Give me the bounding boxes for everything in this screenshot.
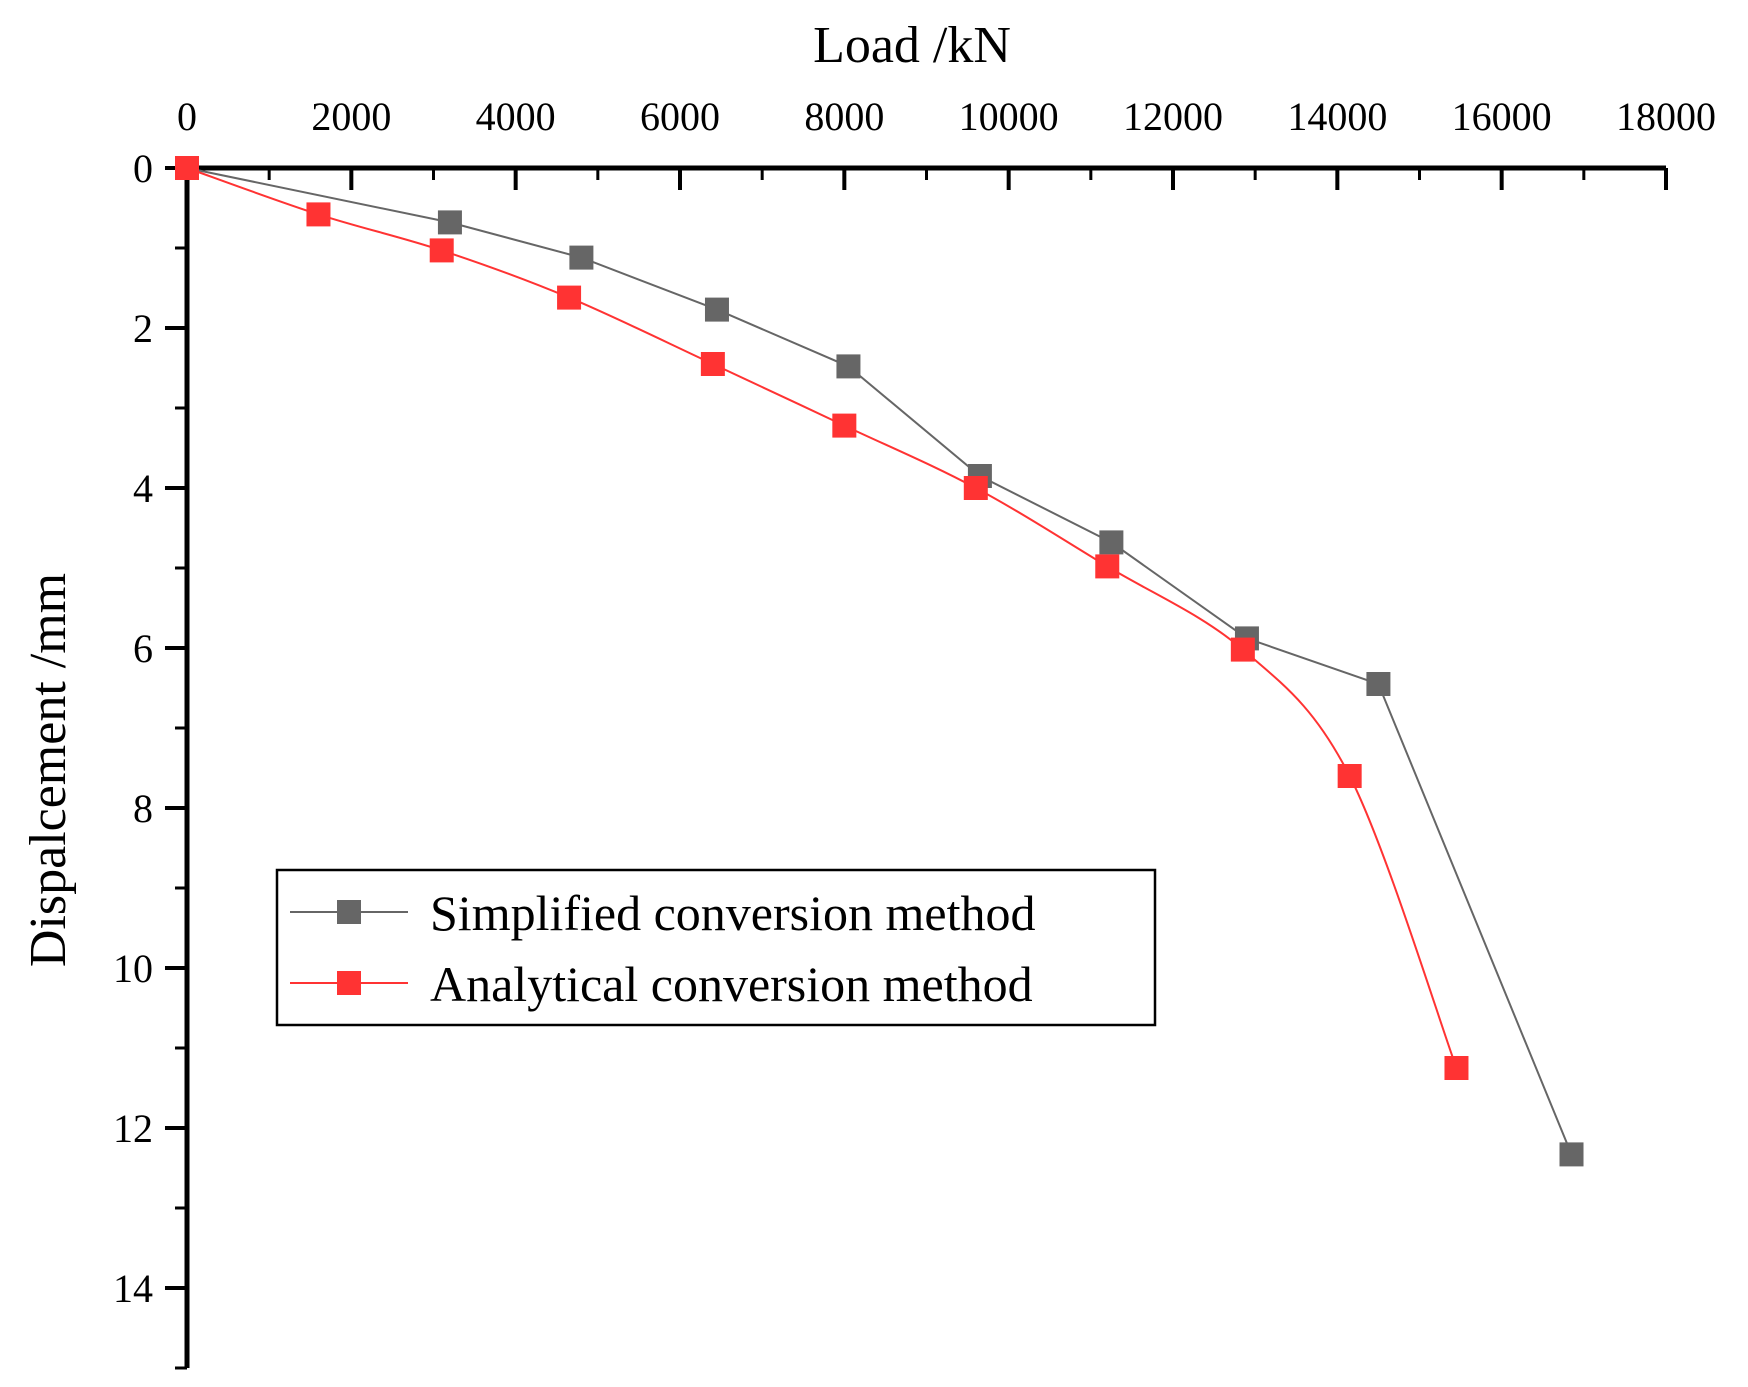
axes: 0 2000 4000 6000 8000 10000 12000 14000 16000 180… [113, 94, 1716, 1370]
y-tick-label: 10 [113, 946, 153, 991]
legend-marker-simplified [337, 900, 361, 924]
y-tick-label: 8 [133, 786, 153, 831]
legend-box [275, 868, 1157, 1027]
x-tick-label: 14000 [1287, 94, 1387, 139]
data-point-series-1 [429, 238, 454, 263]
x-tick-label: 18000 [1616, 94, 1716, 139]
y-tick-label: 2 [133, 306, 153, 351]
data-point-series-0 [704, 297, 729, 322]
legend-label-simplified: Simplified conversion method [430, 885, 1035, 941]
series-layer [175, 156, 1584, 1167]
data-point-series-1 [1337, 764, 1362, 788]
data-point-series-0 [1559, 1142, 1584, 1167]
data-point-series-1 [175, 156, 199, 180]
data-point-series-0 [437, 210, 462, 235]
series-line-1 [186, 167, 1458, 1069]
legend-marker-analytical [337, 971, 361, 995]
data-point-series-1 [1095, 554, 1120, 579]
x-tick-label: 0 [177, 94, 197, 139]
x-tick-label: 6000 [640, 94, 720, 139]
x-tick-label: 10000 [959, 94, 1059, 139]
legend: Simplified conversion method Analytical … [275, 868, 1157, 1027]
data-point-series-0 [1099, 530, 1124, 555]
data-point-series-1 [700, 352, 725, 376]
data-point-series-0 [1366, 672, 1391, 696]
data-point-series-1 [557, 285, 582, 310]
y-tick-label: 0 [133, 146, 153, 191]
x-tick-label: 2000 [311, 94, 391, 139]
legend-label-analytical: Analytical conversion method [430, 956, 1033, 1012]
data-point-series-0 [836, 354, 861, 379]
data-point-series-1 [1230, 637, 1255, 662]
y-tick-label: 12 [113, 1106, 153, 1151]
x-axis-title: Load /kN [813, 17, 1011, 74]
data-point-series-1 [832, 413, 857, 438]
x-tick-label: 12000 [1123, 94, 1223, 139]
data-point-series-1 [306, 202, 331, 227]
series-line-0 [186, 167, 1573, 1155]
x-tick-label: 8000 [804, 94, 884, 139]
x-tick-label: 4000 [476, 94, 556, 139]
data-point-series-1 [963, 476, 988, 500]
y-tick-label: 6 [133, 626, 153, 671]
y-tick-label: 4 [133, 466, 153, 511]
x-tick-label: 16000 [1452, 94, 1552, 139]
y-axis-title: Dispalcement /mm [20, 573, 77, 967]
data-point-series-0 [569, 245, 594, 270]
y-tick-label: 14 [113, 1266, 153, 1311]
data-point-series-1 [1444, 1056, 1469, 1080]
